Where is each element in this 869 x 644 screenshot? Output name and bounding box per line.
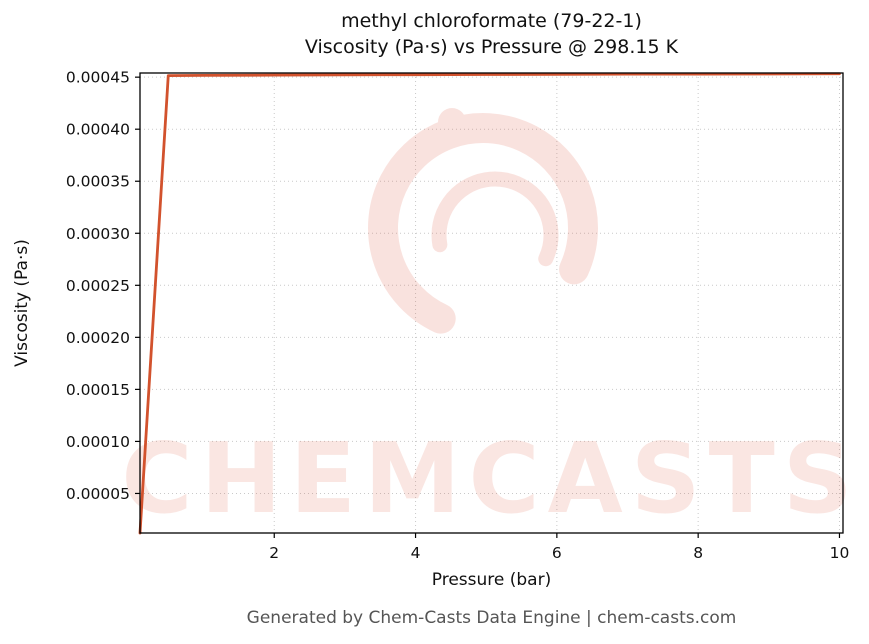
x-tick-label: 8 xyxy=(693,544,703,562)
y-tick-label: 0.00020 xyxy=(66,329,130,347)
y-axis-label: Viscosity (Pa·s) xyxy=(12,239,32,367)
grid-lines xyxy=(140,73,843,533)
y-tick-label: 0.00035 xyxy=(66,173,130,191)
watermark-text: CHEMCASTS xyxy=(121,422,860,535)
x-axis-label: Pressure (bar) xyxy=(431,570,552,590)
chart-title: methyl chloroformate (79-22-1) Viscosity… xyxy=(114,8,869,60)
watermark-logo xyxy=(367,108,598,343)
axis-ticks xyxy=(135,76,841,538)
y-tick-label: 0.00015 xyxy=(66,381,130,399)
tick-labels: 2 4 6 8 10 0.00005 0.00010 0.00015 0.00020 0.0002… xyxy=(66,69,849,562)
viscosity-line xyxy=(138,72,841,535)
plot-frame xyxy=(139,72,844,534)
chart-title-line1: methyl chloroformate (79-22-1) xyxy=(341,10,642,32)
x-tick-label: 2 xyxy=(269,544,279,562)
y-tick-label: 0.00010 xyxy=(66,433,130,451)
x-tick-label: 6 xyxy=(552,544,562,562)
y-tick-label: 0.00040 xyxy=(66,121,130,139)
y-tick-label: 0.00030 xyxy=(66,225,130,243)
y-tick-label: 0.00025 xyxy=(66,277,130,295)
chart-title-line2: Viscosity (Pa·s) vs Pressure @ 298.15 K xyxy=(304,36,679,58)
y-tick-label: 0.00045 xyxy=(66,69,130,87)
footer-attribution: Generated by Chem-Casts Data Engine | ch… xyxy=(246,608,737,628)
x-tick-label: 10 xyxy=(830,544,850,562)
x-tick-label: 4 xyxy=(411,544,421,562)
y-tick-label: 0.00005 xyxy=(66,485,130,503)
